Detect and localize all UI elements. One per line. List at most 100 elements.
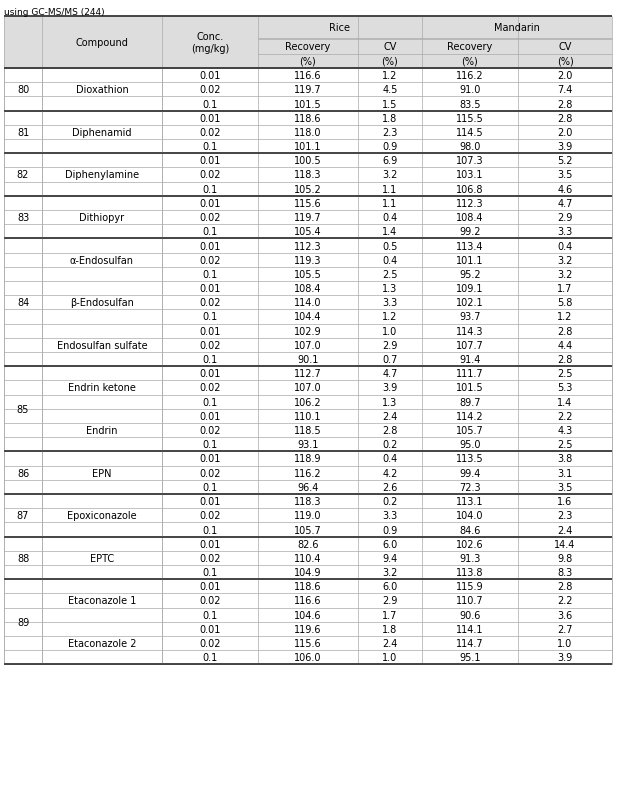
- Text: 85: 85: [17, 404, 29, 414]
- Text: 3.3: 3.3: [557, 227, 573, 237]
- Text: 118.0: 118.0: [294, 128, 322, 138]
- Text: 115.6: 115.6: [294, 638, 322, 648]
- Text: 91.4: 91.4: [459, 355, 481, 365]
- Text: 8.3: 8.3: [557, 568, 573, 577]
- Text: 5.8: 5.8: [557, 298, 573, 308]
- Text: 115.6: 115.6: [294, 198, 322, 209]
- Text: 115.9: 115.9: [456, 581, 484, 592]
- Text: 0.1: 0.1: [202, 312, 218, 322]
- Text: Epoxiconazole: Epoxiconazole: [67, 511, 137, 520]
- Text: 0.02: 0.02: [199, 170, 221, 181]
- Text: 0.1: 0.1: [202, 355, 218, 365]
- Text: 82.6: 82.6: [297, 539, 319, 549]
- Text: 1.7: 1.7: [383, 610, 397, 620]
- Text: 0.02: 0.02: [199, 128, 221, 138]
- Text: 2.5: 2.5: [557, 369, 573, 379]
- Text: 2.5: 2.5: [383, 270, 398, 279]
- Text: 4.7: 4.7: [557, 198, 573, 209]
- Text: 0.01: 0.01: [199, 198, 221, 209]
- Text: 0.02: 0.02: [199, 638, 221, 648]
- Text: 87: 87: [17, 511, 29, 520]
- Text: 105.5: 105.5: [294, 270, 322, 279]
- Text: 114.0: 114.0: [294, 298, 322, 308]
- Text: 2.2: 2.2: [557, 411, 573, 422]
- Text: 4.4: 4.4: [557, 340, 573, 350]
- Text: 0.2: 0.2: [383, 440, 397, 450]
- Text: 83.5: 83.5: [459, 100, 481, 109]
- Text: 118.3: 118.3: [294, 496, 322, 507]
- Text: 118.6: 118.6: [294, 581, 322, 592]
- Text: 119.3: 119.3: [294, 255, 322, 265]
- Text: 0.02: 0.02: [199, 255, 221, 265]
- Text: 107.7: 107.7: [456, 340, 484, 350]
- Text: 119.7: 119.7: [294, 85, 322, 96]
- Text: 101.5: 101.5: [456, 383, 484, 393]
- Text: 118.9: 118.9: [294, 454, 322, 464]
- Text: 1.2: 1.2: [383, 312, 397, 322]
- Text: 0.2: 0.2: [383, 496, 397, 507]
- Text: 95.2: 95.2: [459, 270, 481, 279]
- Text: 0.02: 0.02: [199, 383, 221, 393]
- Text: 1.4: 1.4: [383, 227, 397, 237]
- Text: 0.1: 0.1: [202, 397, 218, 407]
- Text: 7.4: 7.4: [557, 85, 573, 96]
- Text: 1.1: 1.1: [383, 198, 397, 209]
- Text: 89: 89: [17, 617, 29, 627]
- Text: 106.8: 106.8: [456, 185, 484, 194]
- Text: 0.01: 0.01: [199, 539, 221, 549]
- Text: 114.5: 114.5: [456, 128, 484, 138]
- Text: 0.01: 0.01: [199, 454, 221, 464]
- Text: 118.3: 118.3: [294, 170, 322, 181]
- Text: 0.02: 0.02: [199, 553, 221, 563]
- Text: 2.9: 2.9: [557, 213, 573, 222]
- Text: 0.02: 0.02: [199, 85, 221, 96]
- Text: 0.01: 0.01: [199, 326, 221, 336]
- Text: EPTC: EPTC: [90, 553, 114, 563]
- Text: 113.4: 113.4: [456, 241, 484, 251]
- Text: 116.2: 116.2: [294, 468, 322, 478]
- Text: 102.6: 102.6: [456, 539, 484, 549]
- Text: 116.6: 116.6: [294, 596, 322, 605]
- Text: 4.2: 4.2: [383, 468, 397, 478]
- Text: 4.3: 4.3: [557, 426, 573, 435]
- Text: 3.3: 3.3: [383, 298, 397, 308]
- Text: 4.7: 4.7: [383, 369, 397, 379]
- Text: 3.3: 3.3: [383, 511, 397, 520]
- Text: 4.6: 4.6: [557, 185, 573, 194]
- Text: Mandarin: Mandarin: [494, 23, 540, 33]
- Text: 2.7: 2.7: [557, 624, 573, 634]
- Text: 4.5: 4.5: [383, 85, 397, 96]
- Text: Rice: Rice: [329, 23, 350, 33]
- Text: 0.1: 0.1: [202, 610, 218, 620]
- Text: 0.01: 0.01: [199, 283, 221, 294]
- Text: 6.0: 6.0: [383, 581, 397, 592]
- Text: Etaconazole 2: Etaconazole 2: [68, 638, 136, 648]
- Text: 0.02: 0.02: [199, 468, 221, 478]
- Text: 101.1: 101.1: [456, 255, 484, 265]
- Text: 103.1: 103.1: [456, 170, 484, 181]
- Text: 96.4: 96.4: [298, 483, 319, 492]
- Text: Recovery: Recovery: [285, 42, 330, 52]
- Text: 0.1: 0.1: [202, 185, 218, 194]
- Text: EPN: EPN: [92, 468, 112, 478]
- Text: 5.3: 5.3: [557, 383, 573, 393]
- Text: Diphenylamine: Diphenylamine: [65, 170, 139, 181]
- Text: 110.4: 110.4: [294, 553, 322, 563]
- Text: 0.1: 0.1: [202, 525, 218, 535]
- Text: 99.4: 99.4: [459, 468, 481, 478]
- Text: 106.2: 106.2: [294, 397, 322, 407]
- Text: 102.9: 102.9: [294, 326, 322, 336]
- Text: 0.1: 0.1: [202, 100, 218, 109]
- Text: 0.1: 0.1: [202, 142, 218, 152]
- Text: Diphenamid: Diphenamid: [73, 128, 131, 138]
- Text: 3.8: 3.8: [557, 454, 573, 464]
- Text: 108.4: 108.4: [456, 213, 484, 222]
- Bar: [42, 69, 162, 665]
- Text: 105.7: 105.7: [294, 525, 322, 535]
- Text: 0.1: 0.1: [202, 440, 218, 450]
- Text: 0.4: 0.4: [383, 454, 397, 464]
- Text: 2.4: 2.4: [383, 638, 397, 648]
- Text: 105.4: 105.4: [294, 227, 322, 237]
- Text: 91.0: 91.0: [459, 85, 481, 96]
- Text: Etaconazole 1: Etaconazole 1: [68, 596, 136, 605]
